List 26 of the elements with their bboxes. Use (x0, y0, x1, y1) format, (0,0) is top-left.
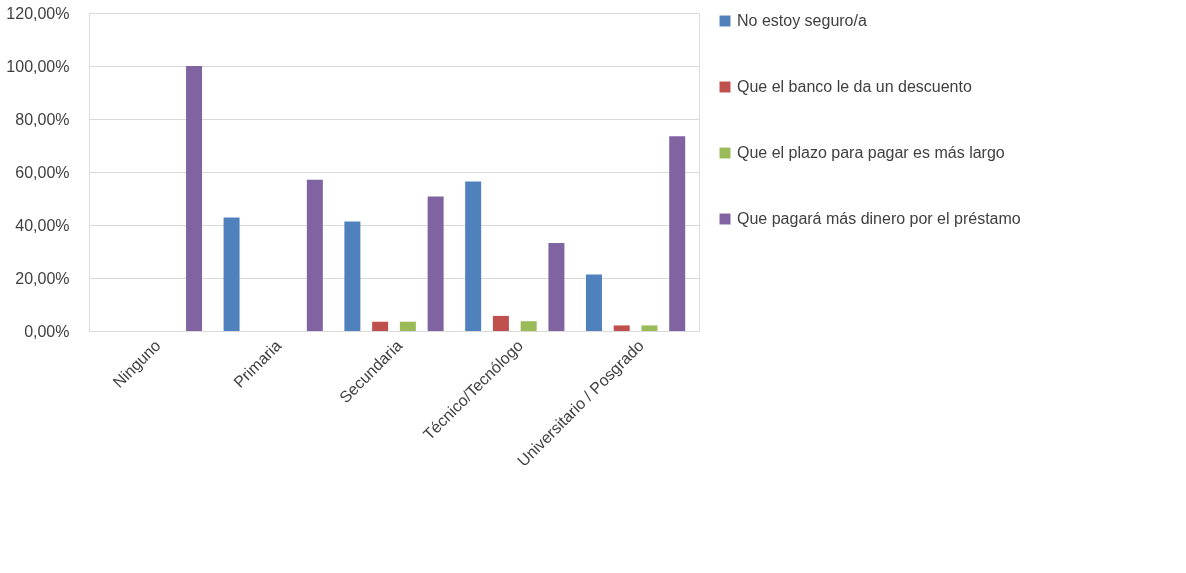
legend-label: No estoy seguro/a (737, 12, 867, 29)
legend-label: Que el plazo para pagar es más largo (737, 144, 1005, 161)
bar (186, 66, 203, 331)
bar (427, 196, 444, 331)
y-tick-label: 20,00% (15, 269, 70, 287)
bar (669, 136, 686, 331)
y-tick-label: 0,00% (24, 322, 70, 340)
bar (344, 221, 361, 331)
y-tick-label: 120,00% (6, 4, 70, 22)
y-tick-label: 80,00% (15, 110, 70, 128)
legend-label: Que el banco le da un descuento (737, 78, 972, 95)
y-tick-label: 100,00% (6, 57, 70, 75)
bar (585, 274, 602, 331)
bar (372, 321, 389, 331)
bar (641, 325, 658, 331)
y-tick-label: 40,00% (15, 216, 70, 234)
bar (548, 243, 565, 331)
bar (306, 179, 323, 331)
bar (520, 321, 537, 331)
legend-label: Que pagará más dinero por el préstamo (737, 210, 1021, 227)
bar (613, 325, 630, 331)
bar (465, 181, 482, 331)
bar (399, 321, 416, 331)
y-tick-label: 60,00% (15, 163, 70, 181)
bar (223, 217, 240, 331)
bar (492, 315, 509, 331)
